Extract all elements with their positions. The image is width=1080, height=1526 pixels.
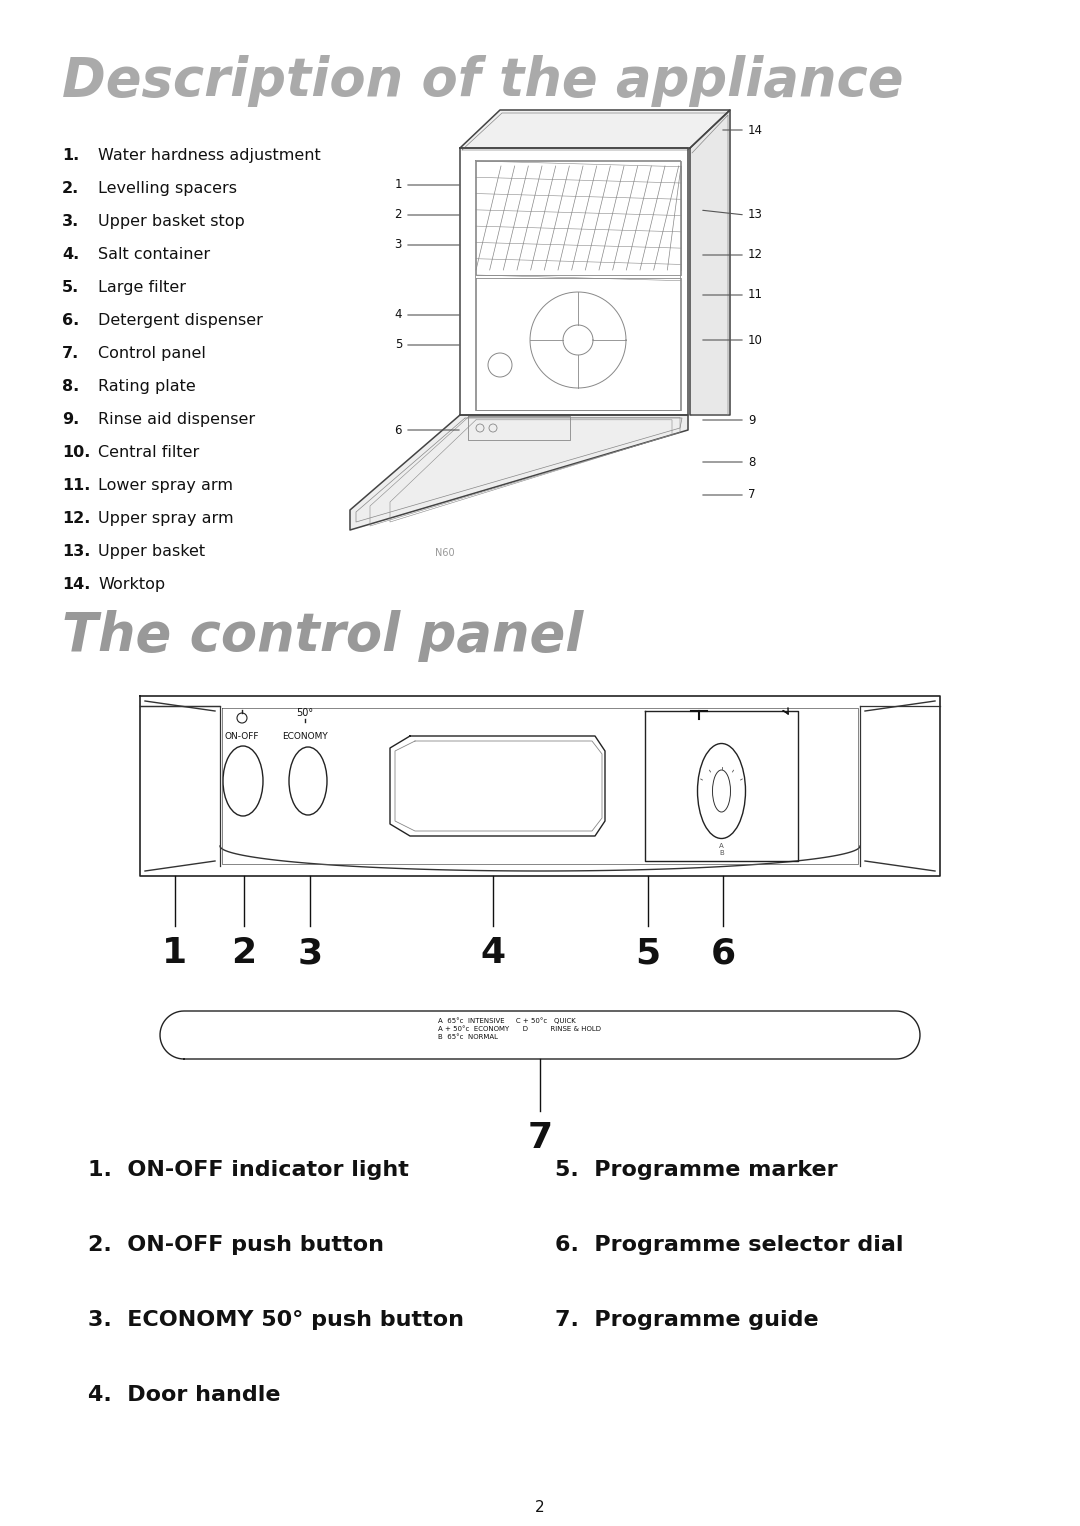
Text: 10: 10	[748, 334, 762, 346]
Text: Description of the appliance: Description of the appliance	[62, 55, 904, 107]
Text: 6: 6	[711, 935, 735, 971]
Text: 11.: 11.	[62, 478, 91, 493]
Text: Control panel: Control panel	[98, 346, 206, 362]
Text: 3.: 3.	[62, 214, 79, 229]
Text: 4: 4	[481, 935, 505, 971]
Polygon shape	[350, 415, 688, 530]
Text: 7.: 7.	[62, 346, 79, 362]
Text: A  65°c  INTENSIVE     C + 50°c   QUICK
A + 50°c  ECONOMY      D          RINSE : A 65°c INTENSIVE C + 50°c QUICK A + 50°c…	[438, 1016, 602, 1039]
Text: N60: N60	[435, 548, 455, 559]
Text: ON-OFF: ON-OFF	[225, 732, 259, 742]
Text: Worktop: Worktop	[98, 577, 165, 592]
Text: Detergent dispenser: Detergent dispenser	[98, 313, 262, 328]
Text: 2.  ON-OFF push button: 2. ON-OFF push button	[87, 1235, 384, 1254]
Text: 6.: 6.	[62, 313, 79, 328]
Text: 7: 7	[748, 488, 756, 502]
Text: 5.: 5.	[62, 279, 79, 295]
Text: Central filter: Central filter	[98, 446, 199, 459]
Polygon shape	[690, 110, 730, 415]
Text: Water hardness adjustment: Water hardness adjustment	[98, 148, 321, 163]
Text: 1.: 1.	[62, 148, 79, 163]
Text: 5: 5	[394, 339, 402, 351]
Text: Large filter: Large filter	[98, 279, 186, 295]
Text: 12: 12	[748, 249, 762, 261]
Text: 11: 11	[748, 288, 762, 302]
Text: 7.  Programme guide: 7. Programme guide	[555, 1309, 819, 1331]
Text: ECONOMY: ECONOMY	[282, 732, 328, 742]
Text: 1: 1	[162, 935, 188, 971]
Text: 5.  Programme marker: 5. Programme marker	[555, 1160, 838, 1180]
Text: Rinse aid dispenser: Rinse aid dispenser	[98, 412, 255, 427]
Text: 7: 7	[527, 1122, 553, 1155]
Text: 4.  Door handle: 4. Door handle	[87, 1386, 281, 1405]
Text: 8: 8	[748, 455, 755, 468]
Text: 50°: 50°	[296, 708, 313, 719]
Text: 1: 1	[394, 179, 402, 191]
Text: 2: 2	[536, 1500, 544, 1515]
Text: Rating plate: Rating plate	[98, 378, 195, 394]
Text: 3: 3	[297, 935, 323, 971]
Text: 2: 2	[231, 935, 257, 971]
Text: Upper basket stop: Upper basket stop	[98, 214, 245, 229]
Text: 2: 2	[394, 209, 402, 221]
Text: 4: 4	[394, 308, 402, 322]
Text: The control panel: The control panel	[62, 610, 583, 662]
Text: 8.: 8.	[62, 378, 79, 394]
Text: 14.: 14.	[62, 577, 91, 592]
Text: 2.: 2.	[62, 182, 79, 195]
Text: 6: 6	[394, 424, 402, 436]
Text: 10.: 10.	[62, 446, 91, 459]
Text: 3: 3	[394, 238, 402, 252]
Text: Upper spray arm: Upper spray arm	[98, 511, 233, 526]
Text: 6.  Programme selector dial: 6. Programme selector dial	[555, 1235, 904, 1254]
Text: 13.: 13.	[62, 543, 91, 559]
Text: 9.: 9.	[62, 412, 79, 427]
Text: Levelling spacers: Levelling spacers	[98, 182, 237, 195]
Text: 9: 9	[748, 414, 756, 426]
Text: Upper basket: Upper basket	[98, 543, 205, 559]
Text: Lower spray arm: Lower spray arm	[98, 478, 233, 493]
Text: 14: 14	[748, 124, 762, 136]
Text: 4.: 4.	[62, 247, 79, 262]
Text: 13: 13	[748, 209, 762, 221]
Text: A
B: A B	[719, 842, 724, 856]
Polygon shape	[460, 110, 730, 148]
Text: 1.  ON-OFF indicator light: 1. ON-OFF indicator light	[87, 1160, 409, 1180]
Text: 3.  ECONOMY 50° push button: 3. ECONOMY 50° push button	[87, 1309, 464, 1331]
Text: Salt container: Salt container	[98, 247, 211, 262]
Text: 12.: 12.	[62, 511, 91, 526]
Text: 5: 5	[635, 935, 661, 971]
